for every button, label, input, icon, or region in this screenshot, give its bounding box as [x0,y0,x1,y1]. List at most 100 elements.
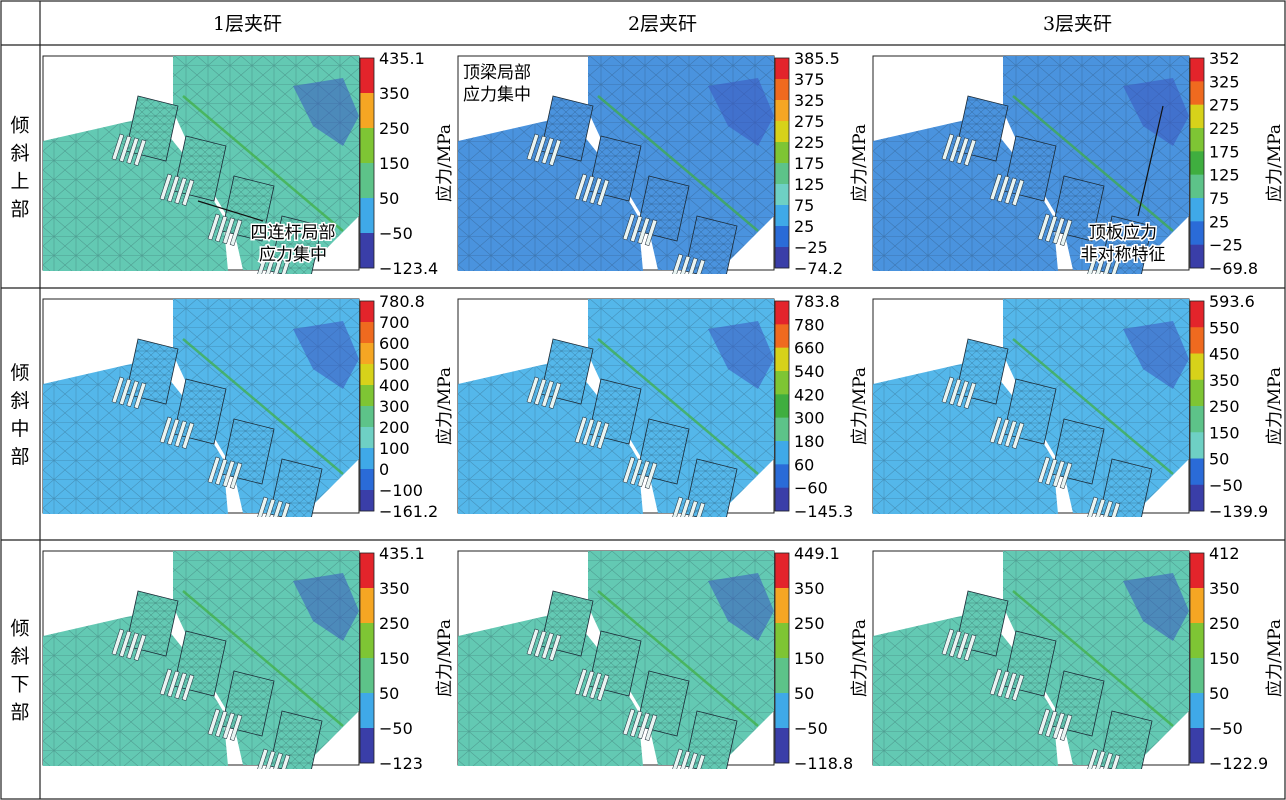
support-structure [526,95,738,274]
color-bar-tick-label: 180 [794,432,825,451]
color-bar-segment [775,163,789,185]
color-bar-tick-label: 350 [794,579,825,598]
color-bar-tick-label: 352 [1209,49,1240,68]
color-bar-tick-label: 275 [1209,96,1240,115]
color-bar-tick-label: −139.9 [1209,502,1268,521]
support-structure [941,590,1153,769]
color-bar-tick-label: −50 [1209,719,1243,738]
unit-label: 应力/MPa [435,124,455,202]
color-bar-segment [1190,221,1204,245]
column-header-2: 2层夹矸 [628,13,697,35]
contour-panel-r2-c3: 593.6 550 450 350 250 150 50 −50 −139.9 应力/MPa [872,292,1285,521]
color-bar-tick-label: 660 [794,339,825,358]
stress-patch [1123,78,1189,146]
unit-label: 应力/MPa [435,367,455,445]
color-bar-tick-label: −118.8 [794,754,853,773]
color-bar-tick-label: 75 [1209,189,1229,208]
color-bar-tick-label: 150 [1209,423,1240,442]
color-bar-segment [775,394,789,418]
color-bar-tick-label: 150 [379,649,410,668]
color-bar-tick-label: 435.1 [379,49,425,68]
color-bar-segment [360,693,374,729]
color-bar-segment [360,233,374,269]
color-bar-tick-label: −123.4 [379,259,438,278]
row-label-char: 部 [10,702,29,724]
color-bar-segment [1190,174,1204,199]
color-bar-segment [360,198,374,234]
annotation-text: 顶梁局部 [463,63,531,83]
color-bar-tick-label: 500 [379,355,410,374]
color-bar-tick-label: 0 [379,460,389,479]
color-bar-segment [775,693,789,729]
support-structure [526,338,738,517]
color-bar-tick-label: 780.8 [379,292,425,311]
color-bar-tick-label: 375 [794,70,825,89]
color-bar-segment [360,490,374,512]
color-bar-tick-label: 200 [379,418,410,437]
color-bar-segment [1190,128,1204,152]
color-bar-segment [1190,198,1204,222]
row-label-char: 倾 [10,115,29,137]
color-bar: 385.5 375 325 275 225 175 125 75 25 −25 −74.2 [774,49,843,278]
color-bar-tick-label: 25 [1209,212,1229,231]
color-bar-tick-label: 50 [1209,450,1229,469]
color-bar-segment [775,100,789,122]
color-bar-segment [775,728,789,764]
color-bar-tick-label: 435.1 [379,544,425,563]
unit-label: 应力/MPa [1265,619,1285,697]
support-structure [111,95,323,274]
stress-patch [293,321,359,389]
color-bar-segment [360,322,374,344]
color-bar-tick-label: 350 [379,84,410,103]
color-bar-tick-label: −50 [1209,476,1243,495]
color-bar-segment [1190,151,1204,175]
support-structure [111,338,323,517]
color-bar-tick-label: 385.5 [794,49,840,68]
color-bar-segment [360,163,374,199]
color-bar-segment [775,226,789,248]
row-label-char: 倾 [10,362,29,384]
color-bar: 435.1 350 250 150 50 −50 −123 [359,544,425,773]
color-bar-segment [775,441,789,465]
color-bar-segment [1190,104,1204,129]
stress-patch [1123,573,1189,641]
color-bar-tick-label: 60 [794,455,814,474]
color-bar-segment [360,588,374,624]
row-label-char: 部 [10,199,29,221]
unit-label: 应力/MPa [850,619,870,697]
support-structure [526,590,738,769]
row-label-char: 斜 [10,143,29,165]
support-structure [941,95,1153,274]
color-bar-tick-label: 250 [1209,397,1240,416]
contour-panel-r2-c2: 783.8 780 660 540 420 300 180 60 −60 −145.3 应力/MPa [457,292,870,521]
color-bar-tick-label: 400 [379,376,410,395]
color-bar-segment [775,347,789,372]
color-bar-tick-label: 50 [794,684,814,703]
color-bar-segment [775,301,789,325]
row-label-char: 中 [10,418,29,440]
color-bar-segment [360,128,374,164]
color-bar-segment [360,448,374,470]
color-bar-tick-label: 700 [379,313,410,332]
color-bar-tick-label: 593.6 [1209,292,1255,311]
color-bar-tick-label: 50 [379,189,399,208]
color-bar-tick-label: −145.3 [794,502,853,521]
color-bar-tick-label: 550 [1209,318,1240,337]
unit-label: 应力/MPa [850,367,870,445]
color-bar-tick-label: 250 [794,614,825,633]
color-bar-segment [360,343,374,365]
color-bar-tick-label: 783.8 [794,292,840,311]
color-bar-segment [360,553,374,589]
color-bar-tick-label: 540 [794,362,825,381]
color-bar-tick-label: 300 [794,409,825,428]
color-bar-tick-label: 780 [794,315,825,334]
color-bar: 449.1 350 250 150 50 −50 −118.8 [774,544,853,773]
color-bar-tick-label: 175 [794,154,825,173]
color-bar-tick-label: 100 [379,439,410,458]
color-bar-tick-label: −74.2 [794,259,843,278]
color-bar-segment [360,406,374,428]
color-bar-segment [360,728,374,764]
